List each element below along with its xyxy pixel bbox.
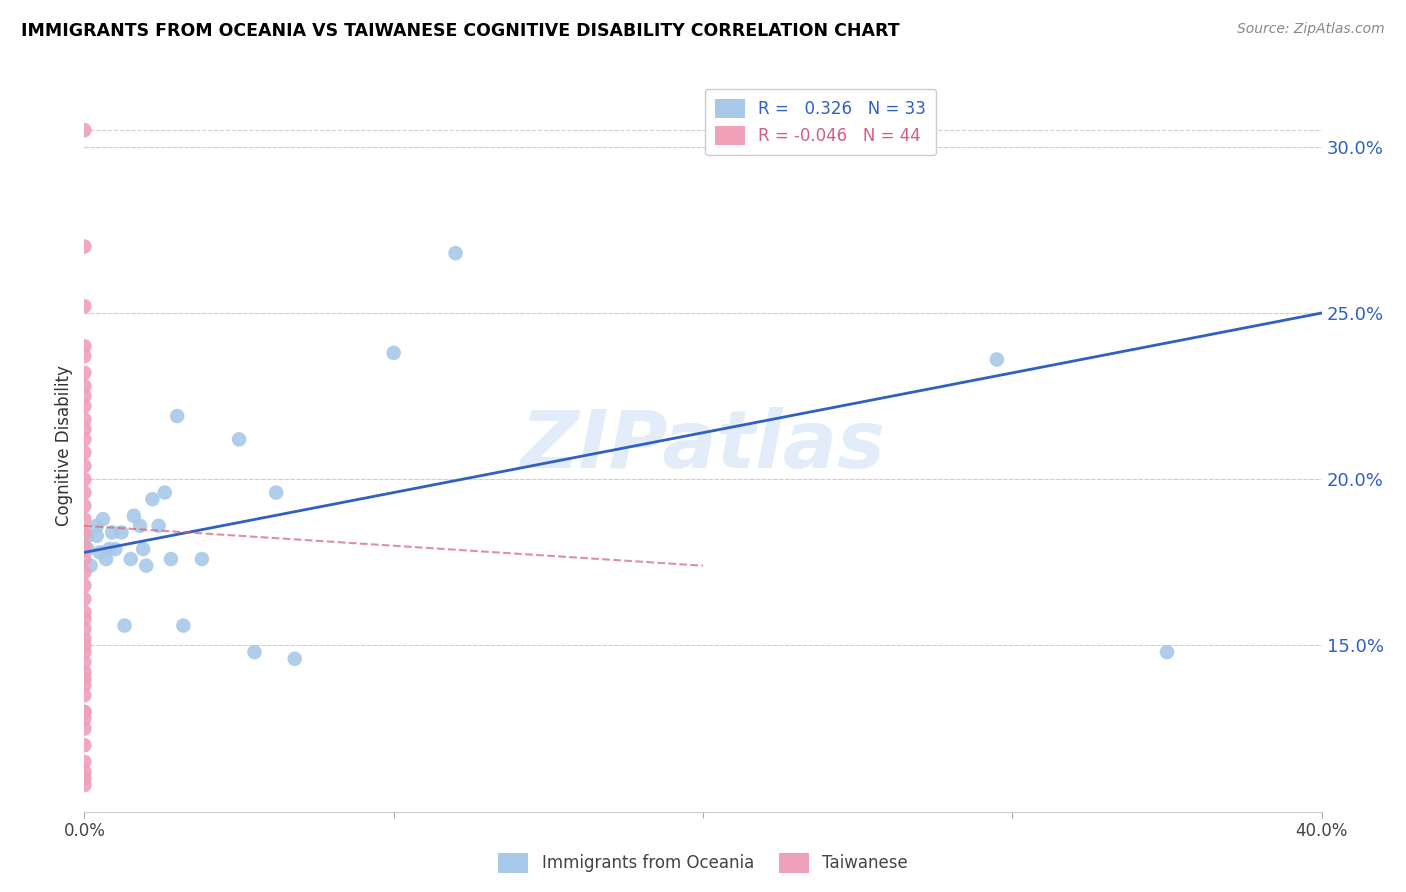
Point xyxy=(73,458,96,473)
Point xyxy=(129,518,152,533)
Point xyxy=(73,689,96,703)
Point xyxy=(73,712,96,726)
Point xyxy=(73,379,96,393)
Point xyxy=(135,558,157,573)
Point xyxy=(101,525,124,540)
Point xyxy=(73,399,96,413)
Point xyxy=(148,518,170,533)
Point xyxy=(86,518,108,533)
Point xyxy=(141,492,163,507)
Point xyxy=(76,542,98,557)
Point xyxy=(73,123,96,137)
Point xyxy=(73,539,96,553)
Point xyxy=(94,552,117,566)
Point xyxy=(73,339,96,353)
Point xyxy=(73,366,96,380)
Point xyxy=(73,579,96,593)
Point xyxy=(382,346,405,360)
Point xyxy=(153,485,176,500)
Point xyxy=(73,566,96,580)
Point xyxy=(73,239,96,253)
Point xyxy=(122,508,145,523)
Point xyxy=(73,389,96,403)
Point xyxy=(73,672,96,686)
Point xyxy=(228,433,250,447)
Point xyxy=(76,529,98,543)
Point xyxy=(73,433,96,447)
Point xyxy=(264,485,287,500)
Point xyxy=(191,552,214,566)
Point xyxy=(73,665,96,679)
Point xyxy=(73,639,96,653)
Point xyxy=(444,246,467,260)
Point xyxy=(73,422,96,436)
Legend: Immigrants from Oceania, Taiwanese: Immigrants from Oceania, Taiwanese xyxy=(492,847,914,880)
Point xyxy=(73,349,96,363)
Point xyxy=(172,618,194,632)
Point xyxy=(89,545,111,559)
Point xyxy=(110,525,132,540)
Point xyxy=(73,299,96,313)
Point xyxy=(73,738,96,752)
Point xyxy=(73,612,96,626)
Point xyxy=(73,705,96,719)
Point xyxy=(73,655,96,669)
Text: ZIPatlas: ZIPatlas xyxy=(520,407,886,485)
Point xyxy=(73,778,96,792)
Point xyxy=(73,485,96,500)
Point xyxy=(166,409,188,423)
Text: Source: ZipAtlas.com: Source: ZipAtlas.com xyxy=(1237,22,1385,37)
Point xyxy=(284,652,307,666)
Point xyxy=(73,472,96,486)
Point xyxy=(243,645,266,659)
Point xyxy=(73,632,96,646)
Point xyxy=(73,764,96,779)
Point xyxy=(98,542,121,557)
Y-axis label: Cognitive Disability: Cognitive Disability xyxy=(55,366,73,526)
Point xyxy=(73,525,96,540)
Point xyxy=(79,558,101,573)
Point xyxy=(73,499,96,513)
Point xyxy=(73,591,96,606)
Point xyxy=(73,755,96,769)
Point xyxy=(73,552,96,566)
Point xyxy=(986,352,1008,367)
Point xyxy=(86,529,108,543)
Point xyxy=(120,552,142,566)
Text: IMMIGRANTS FROM OCEANIA VS TAIWANESE COGNITIVE DISABILITY CORRELATION CHART: IMMIGRANTS FROM OCEANIA VS TAIWANESE COG… xyxy=(21,22,900,40)
Point xyxy=(114,618,136,632)
Point xyxy=(73,445,96,459)
Point xyxy=(160,552,183,566)
Point xyxy=(73,622,96,636)
Point xyxy=(73,605,96,619)
Point xyxy=(73,678,96,692)
Point xyxy=(73,412,96,426)
Point xyxy=(73,645,96,659)
Point xyxy=(73,772,96,786)
Legend: R =   0.326   N = 33, R = -0.046   N = 44: R = 0.326 N = 33, R = -0.046 N = 44 xyxy=(704,88,936,155)
Point xyxy=(1156,645,1178,659)
Point xyxy=(91,512,114,526)
Point xyxy=(73,705,96,719)
Point xyxy=(73,512,96,526)
Point xyxy=(104,542,127,557)
Point xyxy=(73,722,96,736)
Point xyxy=(132,542,155,557)
